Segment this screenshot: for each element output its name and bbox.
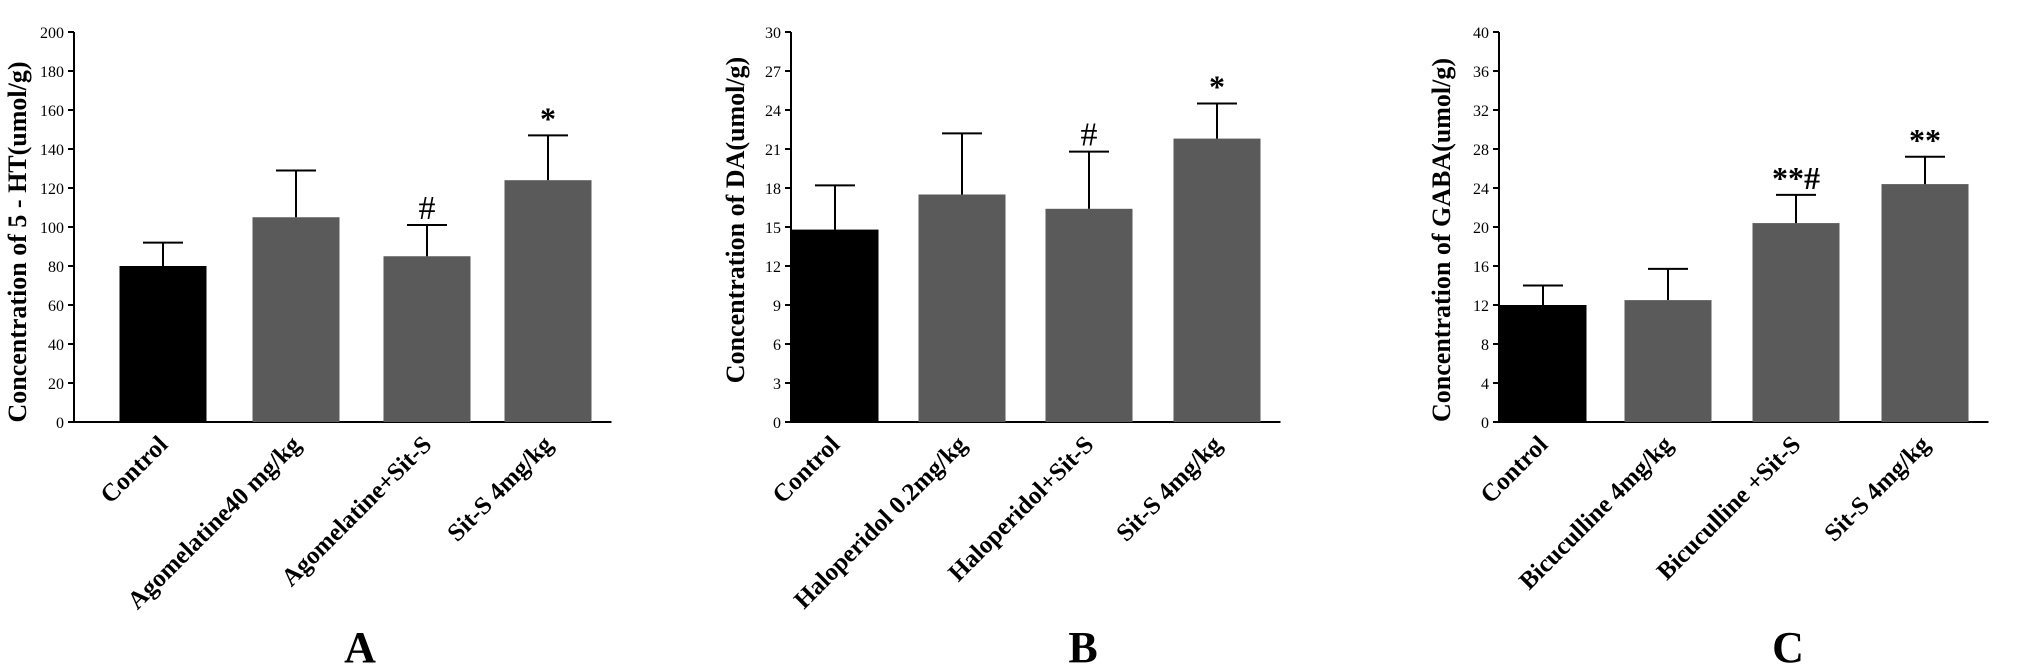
panel-c-significance-mark: **#: [1772, 160, 1820, 196]
panel-b-ylabel: Concentration of DA(umol/g): [721, 57, 750, 383]
panel-b-y-tick-label: 21: [765, 142, 781, 159]
panel-b-significance-mark: *: [1209, 69, 1225, 105]
panel-a-letter: A: [344, 623, 376, 668]
panel-b-letter: B: [1068, 623, 1097, 668]
panel-a-bar: [119, 266, 207, 422]
panel-c-y-tick-label: 8: [1481, 337, 1489, 354]
panel-c-y-tick-label: 36: [1473, 64, 1489, 81]
panel-b-y-tick-label: 6: [773, 337, 781, 354]
panel-c-y-tick-label: 24: [1473, 181, 1489, 198]
panel-c-bar: [1624, 300, 1712, 422]
panel-a-y-tick-label: 60: [48, 298, 64, 315]
panel-a-y-tick-label: 160: [40, 103, 64, 120]
panel-b-y-tick-label: 24: [765, 103, 781, 120]
panel-a-y-tick-label: 200: [40, 25, 64, 42]
panel-a-bar: [252, 217, 340, 422]
panel-c-category-label: Sit-S 4mg/kg: [1819, 431, 1935, 547]
panel-b-bar: [1045, 208, 1133, 422]
panel-c-y-tick-label: 16: [1473, 259, 1489, 276]
panel-b-bar: [791, 229, 879, 422]
panel-a-y-tick-label: 40: [48, 337, 64, 354]
panel-b-y-tick-label: 3: [773, 376, 781, 393]
panel-c-significance-mark: **: [1909, 122, 1941, 158]
panel-b-significance-mark: #: [1081, 117, 1098, 154]
panel-b-category-label: Control: [768, 431, 846, 509]
panel-c-category-label: Bicuculline +Sit-S: [1652, 431, 1806, 585]
panel-a-y-tick-label: 180: [40, 64, 64, 81]
panel-c-y-tick-label: 28: [1473, 142, 1489, 159]
panel-c-y-tick-label: 4: [1481, 376, 1489, 393]
panel-a-y-tick-label: 20: [48, 376, 64, 393]
panel-c-bar: [1881, 184, 1969, 422]
panel-c-category-label: Control: [1476, 431, 1554, 509]
panel-b-y-tick-label: 15: [765, 220, 781, 237]
panel-a-y-tick-label: 0: [56, 415, 64, 432]
panel-b-category-label: Sit-S 4mg/kg: [1111, 431, 1227, 547]
panel-c-bar: [1752, 223, 1840, 422]
panel-c-y-tick-label: 0: [1481, 415, 1489, 432]
panel-a-y-tick-label: 100: [40, 220, 64, 237]
panel-a-y-tick-label: 140: [40, 142, 64, 159]
panel-c-y-tick-label: 12: [1473, 298, 1489, 315]
panel-c-y-tick-label: 32: [1473, 103, 1489, 120]
panel-c: Concentration of GABA(umol/g) C: [1427, 58, 1804, 668]
panel-a-ylabel: Concentration of 5 - HT(umol/g): [3, 61, 32, 422]
panel-a-significance-mark: #: [419, 190, 436, 227]
panel-c-y-tick-label: 40: [1473, 25, 1489, 42]
panel-b-y-tick-label: 0: [773, 415, 781, 432]
panel-a-category-label: Sit-S 4mg/kg: [442, 431, 558, 547]
panel-c-letter: C: [1772, 623, 1804, 668]
panel-c-ylabel: Concentration of GABA(umol/g): [1427, 58, 1456, 422]
panel-c-bar: [1499, 305, 1587, 422]
panel-b-y-tick-label: 30: [765, 25, 781, 42]
panel-a-significance-mark: *: [540, 100, 556, 136]
panel-a-category-label: Control: [96, 431, 174, 509]
panel-a-y-tick-label: 80: [48, 259, 64, 276]
panel-a-bar: [383, 256, 471, 422]
panel-b-y-tick-label: 12: [765, 259, 781, 276]
panel-a: Concentration of 5 - HT(umol/g) A: [3, 61, 376, 668]
panel-b-y-tick-label: 9: [773, 298, 781, 315]
panel-c-y-tick-label: 20: [1473, 220, 1489, 237]
panel-b-bar: [1173, 138, 1261, 422]
panel-a-plot: 020406080100120140160180200ControlAgomel…: [40, 25, 612, 615]
panel-a-bar: [504, 180, 592, 422]
panel-b: Concentration of DA(umol/g) B: [721, 57, 1098, 668]
panel-b-bar: [918, 194, 1006, 422]
panel-b-y-tick-label: 18: [765, 181, 781, 198]
panel-a-y-tick-label: 120: [40, 181, 64, 198]
panel-b-y-tick-label: 27: [765, 64, 781, 81]
